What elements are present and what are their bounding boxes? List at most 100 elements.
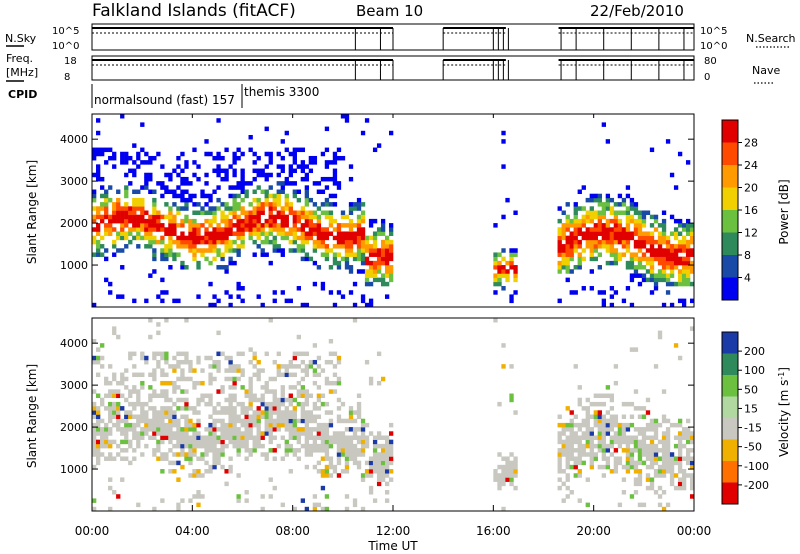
velocity-cell — [340, 435, 346, 440]
power-cell — [609, 260, 615, 266]
velocity-cell — [557, 435, 562, 440]
power-cell — [621, 239, 627, 245]
velocity-cell — [248, 418, 253, 424]
power-cell — [493, 223, 498, 228]
velocity-colorbar-tick-label: -100 — [744, 460, 769, 473]
power-cell — [212, 248, 217, 253]
power-cell — [513, 269, 518, 274]
velocity-cell — [609, 435, 615, 440]
power-cell — [96, 227, 101, 232]
power-cell — [681, 248, 687, 253]
power-cell — [585, 218, 590, 224]
power-cell — [388, 231, 394, 236]
velocity-cell — [176, 427, 181, 432]
power-cell — [132, 160, 137, 165]
power-cell — [661, 256, 667, 262]
power-cell — [100, 235, 105, 241]
power-cell — [352, 281, 358, 287]
velocity-cell — [581, 431, 586, 436]
power-cell — [256, 214, 261, 220]
velocity-cell — [260, 401, 265, 407]
power-cell — [573, 248, 578, 253]
power-cell — [633, 210, 639, 215]
power-cell — [332, 260, 338, 266]
velocity-cell — [380, 477, 386, 482]
velocity-cell — [324, 376, 330, 382]
velocity-cell — [296, 389, 301, 394]
velocity-cell — [513, 473, 518, 478]
velocity-cell — [316, 448, 322, 453]
power-cell — [629, 256, 635, 262]
power-cell — [352, 206, 358, 211]
velocity-cell — [509, 364, 514, 369]
power-cell — [256, 218, 261, 224]
velocity-cell — [589, 439, 594, 445]
velocity-cell — [272, 422, 277, 428]
velocity-cell — [268, 427, 273, 432]
power-cell — [112, 214, 117, 220]
velocity-cell — [653, 435, 659, 440]
velocity-cell — [661, 435, 667, 440]
power-cell — [364, 118, 370, 123]
velocity-cell — [200, 456, 205, 461]
velocity-cell — [216, 439, 221, 445]
power-cell — [208, 151, 213, 157]
power-cell — [296, 164, 301, 169]
power-cell — [336, 265, 342, 270]
velocity-cell — [685, 431, 691, 436]
velocity-cell — [204, 439, 209, 445]
velocity-cell — [284, 397, 289, 403]
power-cell — [112, 155, 117, 161]
power-cell — [276, 181, 281, 186]
power-cell — [160, 298, 165, 304]
velocity-cell — [164, 380, 169, 386]
velocity-cell — [144, 443, 149, 449]
velocity-cell — [613, 435, 619, 440]
velocity-cell — [180, 376, 185, 382]
velocity-cell — [184, 401, 189, 407]
power-cell — [220, 210, 225, 215]
velocity-cell — [292, 410, 297, 415]
power-cell — [252, 189, 257, 195]
velocity-cell — [276, 443, 281, 449]
velocity-cell — [324, 452, 330, 457]
power-cell — [224, 147, 229, 153]
velocity-cell — [124, 439, 129, 445]
power-cell — [300, 147, 306, 153]
velocity-y-label: Slant Range [km] — [25, 364, 39, 468]
power-cell — [653, 214, 659, 220]
power-cell — [641, 223, 647, 228]
power-cell — [605, 244, 611, 249]
power-cell — [276, 244, 281, 249]
velocity-cell — [328, 439, 334, 445]
power-cell — [204, 172, 209, 178]
power-cell — [276, 231, 281, 236]
power-cell — [340, 244, 346, 249]
velocity-cell — [208, 401, 213, 407]
power-cell — [673, 281, 679, 287]
velocity-cell — [300, 376, 306, 382]
velocity-cell — [685, 448, 691, 453]
power-cell — [164, 189, 169, 195]
power-cell — [304, 223, 310, 228]
power-cell — [276, 202, 281, 207]
velocity-cell — [220, 422, 225, 428]
velocity-cell — [224, 481, 229, 487]
power-cell — [312, 214, 318, 220]
velocity-cell — [673, 456, 679, 461]
power-cell — [292, 239, 297, 245]
power-cell — [324, 227, 330, 232]
velocity-cell — [276, 364, 281, 369]
velocity-cell — [248, 393, 253, 399]
power-cell — [92, 147, 97, 153]
power-cell — [172, 239, 177, 245]
velocity-cell — [677, 452, 683, 457]
power-cell — [248, 223, 253, 228]
velocity-cell — [557, 477, 562, 482]
velocity-cell — [376, 380, 382, 386]
power-cell — [232, 223, 237, 228]
power-cell — [236, 214, 241, 220]
velocity-cell — [597, 464, 602, 470]
velocity-cell — [136, 397, 141, 403]
power-cell — [364, 269, 370, 274]
